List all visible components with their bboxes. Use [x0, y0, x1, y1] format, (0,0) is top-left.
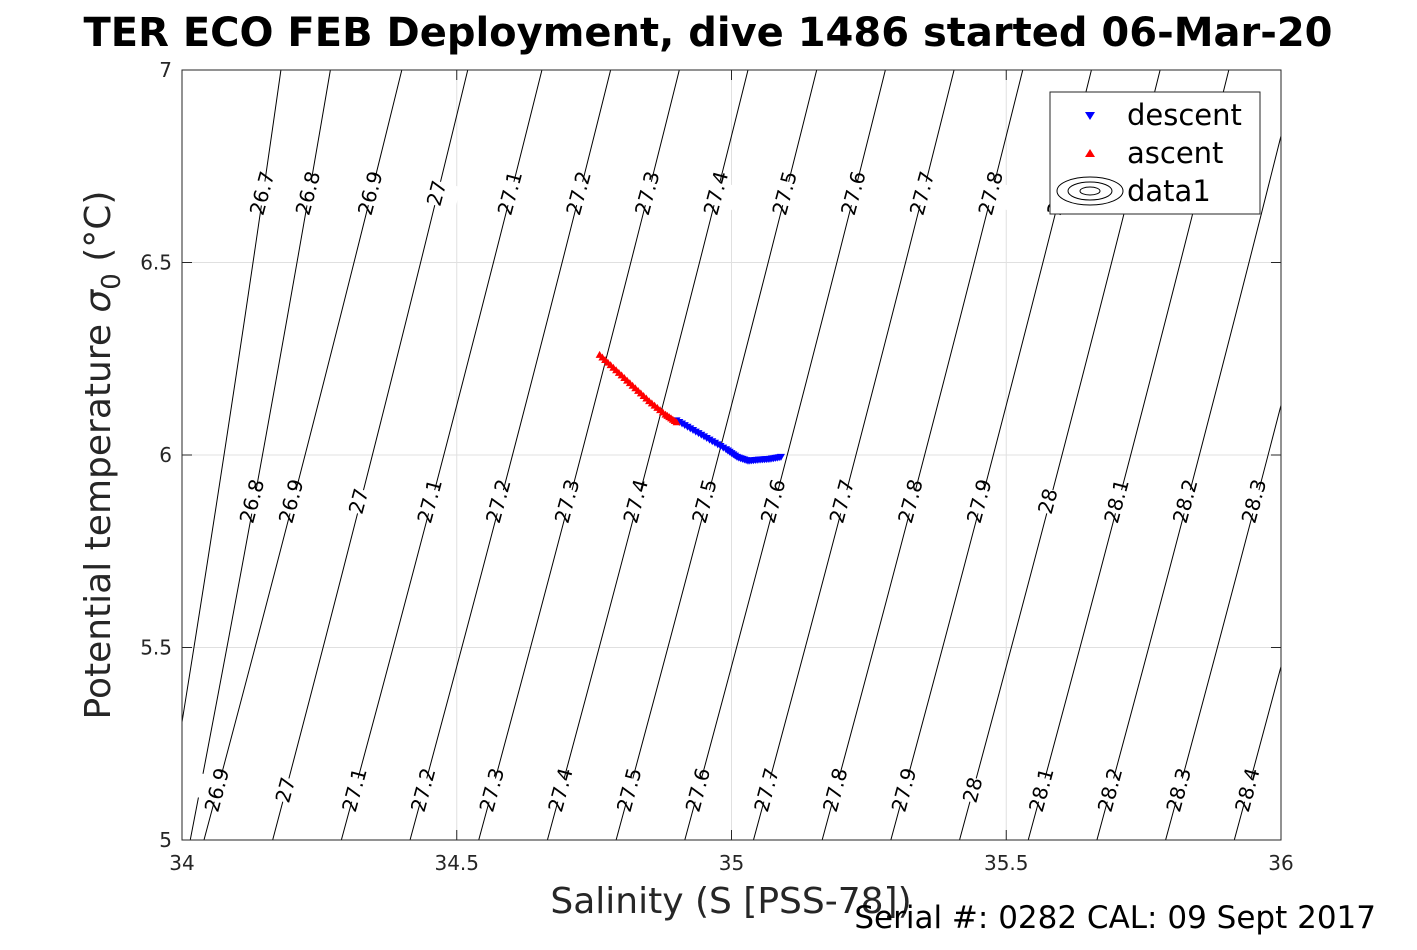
isopycnal-line	[821, 70, 1024, 840]
isopycnal-line	[189, 70, 331, 840]
isopycnal-line	[203, 70, 403, 840]
isopycnal-label-bg	[748, 483, 798, 519]
isopycnal-label-bg	[691, 175, 741, 211]
y-axis-label-symbol: σ	[78, 289, 119, 313]
descent-marker	[776, 453, 785, 461]
isopycnal-label-bg	[473, 483, 523, 519]
contour-layer: 26.7 26.8 26.9 27 27.1 27.2 27.3 27.4 27.5 27.6 27…	[182, 70, 1281, 840]
isopycnal-line	[1096, 133, 1281, 840]
ascent-marker	[672, 418, 681, 426]
chart-title: TER ECO FEB Deployment, dive 1486 starte…	[83, 10, 1332, 56]
isopycnal-label-bg	[760, 175, 809, 211]
y-axis-label-unit: (°C)	[78, 191, 119, 274]
isopycnal-label-bg	[611, 483, 661, 519]
isopycnal-label-bg	[604, 772, 654, 808]
isopycnal-line	[272, 70, 469, 840]
legend-descent-label: descent	[1127, 98, 1242, 132]
x-tick-label: 35	[719, 851, 744, 875]
isopycnal-label-bg	[1085, 772, 1135, 808]
isopycnal-label-bg	[260, 772, 310, 808]
isopycnal-label-bg	[810, 772, 860, 808]
isopycnal-label-bg	[542, 483, 592, 519]
legend: descent ascent data1	[1049, 91, 1261, 215]
y-axis-label-main: Potential temperature	[78, 313, 119, 720]
isopycnal-label-bg	[330, 772, 379, 808]
isopycnal-label-bg	[1092, 483, 1141, 519]
isopycnal-label-bg	[1229, 483, 1279, 519]
isopycnal-label-bg	[966, 175, 1016, 211]
isopycnal-label-bg	[954, 483, 1004, 519]
isopycnal-label-bg	[485, 175, 535, 211]
y-tick-label: 6	[159, 443, 172, 467]
y-axis-label-subscript: 0	[97, 273, 127, 290]
isopycnal-label-bg	[1016, 772, 1066, 808]
y-tick-label: 7	[159, 58, 172, 82]
isopycnal-line	[340, 70, 543, 840]
isopycnal-label-bg	[897, 175, 947, 211]
isopycnal-label-bg	[334, 483, 383, 519]
isopycnal-label-bg	[886, 483, 935, 519]
isopycnal-label-bg	[742, 772, 791, 808]
x-tick-label: 35.5	[984, 851, 1029, 875]
y-tick-label: 6.5	[140, 251, 172, 275]
isopycnal-line	[409, 70, 612, 840]
isopycnal-label-bg	[554, 175, 603, 211]
isopycnal-label-bg	[405, 483, 454, 519]
isopycnal-label-bg	[879, 772, 929, 808]
x-axis-label: Salinity (S [PSS-78])	[550, 881, 911, 922]
isopycnal-label-bg	[622, 175, 672, 211]
y-tick-label: 5.5	[140, 636, 172, 660]
isopycnal-line	[615, 70, 818, 840]
isopycnal-label-bg	[192, 772, 242, 808]
isopycnal-line	[684, 70, 886, 840]
tick-layer: 34 34.5 35 35.5 36 5 5.5 6 6.5 7	[140, 58, 1294, 875]
isopycnal-label-bg	[1222, 772, 1272, 808]
isopycnal-label-bg	[237, 175, 287, 211]
legend-data1-label: data1	[1127, 174, 1211, 208]
legend-ascent-marker	[1085, 149, 1095, 157]
legend-ascent-label: ascent	[1127, 136, 1223, 170]
isopycnal-label-bg	[412, 175, 461, 211]
y-axis-label: Potential temperature σ0 (°C)	[78, 191, 127, 720]
isopycnal-label-bg	[398, 772, 448, 808]
isopycnal-label-bg	[266, 483, 316, 519]
x-tick-label: 34.5	[434, 851, 479, 875]
legend-contour-icon	[1056, 176, 1124, 206]
x-tick-label: 34	[169, 851, 194, 875]
isopycnal-label-bg	[467, 772, 517, 808]
isopycnal-label-bg	[1023, 483, 1073, 519]
isopycnal-label-bg	[227, 483, 277, 519]
isopycnal-label-bg	[828, 175, 878, 211]
isopycnal-label-bg	[536, 772, 585, 808]
isopycnal-line	[1233, 664, 1281, 840]
serial-cal-footer: Serial #: 0282 CAL: 09 Sept 2017	[854, 900, 1376, 936]
isopycnal-label-bg	[1154, 772, 1203, 808]
isopycnal-line	[752, 70, 955, 840]
isopycnal-line	[182, 70, 282, 726]
y-tick-label: 5	[159, 828, 172, 852]
isopycnal-line	[478, 70, 680, 840]
isopycnal-label-bg	[283, 175, 333, 211]
legend-descent-marker	[1085, 112, 1095, 120]
isopycnal-label-bg	[948, 772, 997, 808]
isopycnal-label-bg	[1160, 483, 1210, 519]
isopycnal-label-bg	[673, 772, 723, 808]
isopycnal-label-bg	[345, 175, 395, 211]
isopycnal-line	[546, 70, 749, 840]
legend-box	[1049, 91, 1261, 215]
isopycnal-label-bg	[817, 483, 867, 519]
isopycnal-line	[1165, 403, 1281, 840]
x-tick-label: 36	[1268, 851, 1293, 875]
series-layer	[595, 350, 785, 465]
isopycnal-label-bg	[679, 483, 729, 519]
